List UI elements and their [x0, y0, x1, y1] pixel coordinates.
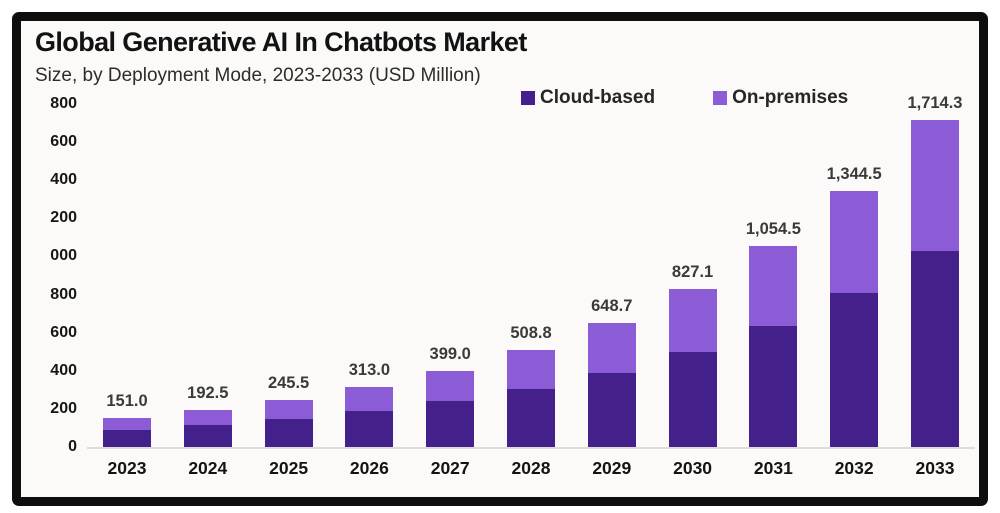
bar-segment-on-premises — [183, 410, 232, 425]
bar-segment-cloud-based — [587, 372, 636, 447]
bar-segment-cloud-based — [183, 425, 232, 447]
legend-item-on-premises: On-premises — [713, 87, 848, 109]
bar-segment-cloud-based — [506, 388, 555, 447]
x-axis-tick-label: 2026 — [349, 458, 389, 478]
y-axis-tick-label: 200 — [50, 209, 77, 227]
bar-group-2026: 313.0 — [345, 104, 394, 447]
bar-group-2029: 648.7 — [587, 104, 636, 447]
bar-segment-on-premises — [103, 418, 151, 430]
x-axis-tick-label: 2029 — [592, 458, 632, 478]
chart-subtitle: Size, by Deployment Mode, 2023-2033 (USD… — [35, 65, 481, 86]
x-axis-tick-label: 2024 — [188, 458, 228, 478]
chart-area: 800 600 400 200 000 800 600 400 200 0 151.0 192.5 2… — [33, 94, 975, 479]
bar-group-2024: 192.5 — [183, 104, 232, 447]
bar-total-label: 1,054.5 — [745, 220, 801, 239]
bar-segment-cloud-based — [426, 401, 475, 447]
bar-segment-on-premises — [506, 350, 555, 389]
y-axis-tick-label: 600 — [50, 323, 77, 341]
bar-total-label: 192.5 — [187, 384, 229, 403]
bar-segment-on-premises — [345, 387, 394, 412]
bar-total-label: 508.8 — [510, 324, 552, 343]
bar-group-2030: 827.1 — [668, 104, 717, 447]
y-axis-tick-label: 200 — [50, 399, 77, 417]
bar-total-label: 399.0 — [429, 344, 471, 363]
x-axis-tick-label: 2023 — [107, 458, 147, 478]
bar-segment-cloud-based — [103, 429, 151, 447]
bar-group-2027: 399.0 — [426, 104, 475, 447]
bar-total-label: 245.5 — [267, 374, 310, 393]
y-axis-tick-label: 600 — [50, 133, 77, 151]
legend-label-on-premises: On-premises — [732, 87, 849, 108]
bar-segment-on-premises — [830, 190, 879, 294]
bar-segment-cloud-based — [830, 293, 879, 447]
y-axis-tick-label: 400 — [50, 171, 77, 189]
bar-segment-cloud-based — [910, 251, 959, 447]
x-axis-tick-label: 2025 — [269, 458, 309, 478]
bar-segment-on-premises — [426, 370, 475, 402]
x-axis: 2023 2024 2025 2026 2027 2028 2029 2030 2031 2032… — [87, 458, 975, 479]
bar-total-label: 151.0 — [106, 392, 148, 411]
bar-total-label: 1,344.5 — [826, 164, 882, 183]
bar-group-2028: 508.8 — [506, 104, 555, 447]
x-axis-tick-label: 2031 — [753, 458, 793, 478]
x-axis-tick-label: 2030 — [673, 458, 713, 478]
y-axis-tick-label: 400 — [50, 361, 77, 379]
y-axis-tick-label: 000 — [50, 247, 77, 265]
bar-group-2031: 1,054.5 — [746, 104, 801, 447]
plot-area: 151.0 192.5 245.5 313.0 399.0 508.8 648.7 827.1… — [87, 94, 975, 449]
bar-segment-cloud-based — [345, 411, 394, 447]
legend-label-cloud-based: Cloud-based — [540, 87, 656, 108]
y-axis: 800 600 400 200 000 800 600 400 200 0 — [33, 95, 77, 455]
bar-total-label: 313.0 — [348, 361, 391, 380]
bar-segment-on-premises — [749, 246, 798, 327]
bar-group-2025: 245.5 — [264, 104, 313, 447]
bar-segment-on-premises — [910, 120, 959, 251]
on-premises-swatch-icon — [713, 91, 728, 105]
x-axis-tick-label: 2032 — [834, 458, 874, 478]
bar-group-2032: 1,344.5 — [827, 104, 882, 447]
x-axis-tick-label: 2033 — [915, 458, 955, 478]
chart-content: Global Generative AI In Chatbots Market … — [21, 21, 979, 497]
axis-plot-row: 800 600 400 200 000 800 600 400 200 0 151.0 192.5 2… — [33, 94, 975, 455]
bar-segment-cloud-based — [668, 352, 717, 447]
cloud-based-swatch-icon — [521, 91, 535, 105]
bar-segment-cloud-based — [749, 326, 798, 447]
bar-segment-on-premises — [264, 400, 313, 419]
y-axis-tick-label: 0 — [68, 438, 77, 455]
bar-segment-cloud-based — [264, 418, 313, 447]
chart-frame: Global Generative AI In Chatbots Market … — [12, 12, 988, 506]
y-axis-tick-label: 800 — [50, 95, 77, 112]
bar-segment-on-premises — [668, 289, 717, 353]
bar-total-label: 648.7 — [591, 297, 633, 316]
page-title: Global Generative AI In Chatbots Market — [35, 27, 527, 57]
bar-group-2033: 1,714.3 — [907, 94, 963, 447]
x-axis-tick-label: 2028 — [511, 458, 551, 478]
bar-total-label: 827.1 — [671, 263, 714, 282]
y-axis-tick-label: 800 — [50, 285, 77, 303]
legend-item-cloud-based: Cloud-based — [521, 87, 655, 109]
chart-legend: Cloud-based On-premises — [521, 87, 848, 109]
bar-segment-on-premises — [587, 323, 636, 373]
x-axis-tick-label: 2027 — [430, 458, 470, 478]
bar-group-2023: 151.0 — [103, 104, 151, 447]
bar-total-label: 1,714.3 — [907, 94, 963, 113]
